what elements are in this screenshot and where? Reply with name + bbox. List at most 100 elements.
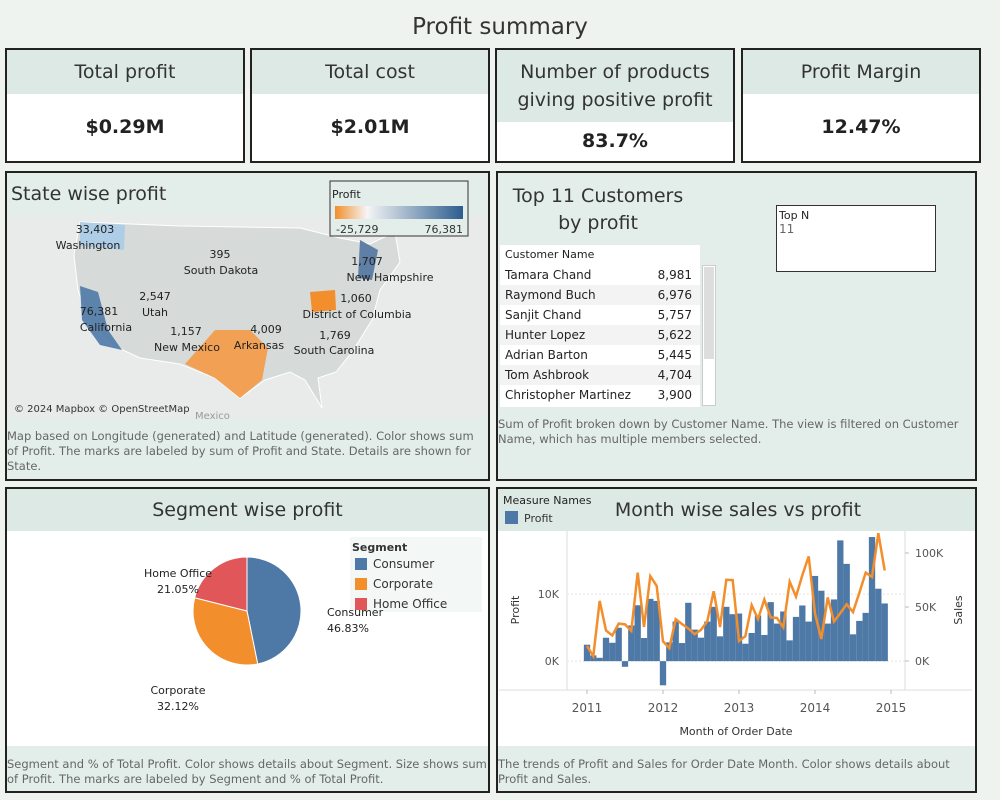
- bar: [653, 600, 660, 662]
- table-row: Raymond Buch 6,976: [500, 285, 700, 305]
- map-value-label: 395: [210, 248, 231, 261]
- panel-title: State wise profit: [11, 183, 167, 205]
- bar: [754, 615, 762, 662]
- kpi-card: Profit Margin 12.47%: [741, 48, 981, 163]
- bar: [792, 616, 800, 662]
- bar: [742, 643, 749, 662]
- name-cell: Hunter Lopez: [505, 328, 586, 342]
- kpi-value: $2.01M: [330, 116, 410, 138]
- filter-label: Top N: [779, 209, 810, 222]
- profit-cell: 6,976: [657, 288, 692, 302]
- name-cell: Christopher Martinez: [505, 388, 631, 402]
- map-state-label: South Dakota: [184, 264, 258, 277]
- x-tick-label: 2011: [572, 701, 603, 715]
- panel-note: The trends of Profit and Sales for Order…: [498, 757, 950, 786]
- slice-value: 21.05%: [157, 583, 199, 596]
- map-value-label: 1,707: [351, 255, 383, 268]
- map-value-label: 1,769: [319, 329, 351, 342]
- map-state-label: Arkansas: [234, 339, 284, 352]
- scroll-thumb[interactable]: [704, 267, 714, 359]
- legend-label: Consumer: [373, 557, 434, 571]
- bar: [761, 634, 768, 662]
- kpi-value: $0.29M: [85, 116, 165, 138]
- x-tick-label: 2013: [724, 701, 755, 715]
- slice-label: Home Office: [144, 567, 212, 580]
- bar: [837, 540, 844, 662]
- map-state-label: New Mexico: [154, 341, 220, 354]
- kpi-value: 83.7%: [582, 130, 648, 152]
- name-cell: Sanjit Chand: [505, 308, 582, 322]
- slice-value: 32.12%: [157, 700, 199, 713]
- kpi-label: Total cost: [252, 50, 488, 94]
- bar: [849, 634, 857, 662]
- y-axis-title: Profit: [509, 595, 522, 624]
- bar: [868, 537, 876, 662]
- map-value-label: 1,060: [340, 292, 372, 305]
- pie-slice: [192, 597, 259, 666]
- x-tick-label: 2012: [648, 701, 679, 715]
- bar: [596, 657, 603, 662]
- profit-cell: 3,900: [657, 388, 692, 402]
- bar: [843, 563, 850, 662]
- legend-title: Segment: [352, 541, 407, 554]
- legend-label: Profit: [524, 512, 553, 525]
- panel-header: [498, 489, 975, 531]
- map-state-label: Utah: [142, 306, 168, 319]
- filter-box[interactable]: Top N 11: [776, 205, 936, 272]
- bar: [786, 640, 793, 662]
- profit-cell: 8,981: [657, 268, 692, 282]
- name-cell: Tamara Chand: [505, 268, 592, 282]
- table-body: Tamara Chand 8,981 Raymond Buch 6,976 Sanjit…: [500, 265, 700, 405]
- map-value-label: 2,547: [139, 290, 171, 303]
- table-row: Hunter Lopez 5,622: [500, 325, 700, 345]
- y2-tick-label: 100K: [915, 547, 944, 560]
- map-state: [358, 240, 378, 280]
- bar: [647, 598, 654, 662]
- bar: [609, 642, 616, 662]
- map-value-label: 4,009: [250, 323, 282, 336]
- map-value-label: 1,157: [170, 325, 202, 338]
- profit-cell: 4,704: [657, 368, 692, 382]
- bar: [799, 605, 806, 662]
- map-state-label: Washington: [56, 239, 121, 252]
- legend-swatch: [355, 578, 367, 590]
- legend-swatch: [505, 511, 518, 524]
- filter-value[interactable]: 11: [779, 222, 795, 236]
- bar: [697, 637, 705, 662]
- x-tick-label: 2015: [876, 701, 907, 715]
- scrollbar[interactable]: [702, 265, 716, 406]
- kpi-label: Total profit: [7, 50, 243, 94]
- bar: [716, 636, 724, 662]
- bar: [704, 621, 711, 662]
- table-row: Tamara Chand 8,981: [500, 265, 700, 285]
- kpi-card: Total profit $0.29M: [5, 48, 245, 163]
- map-state: [185, 330, 268, 398]
- kpi-label: Number of products giving positive profi…: [497, 50, 733, 122]
- panel-title: Month wise sales vs profit: [614, 499, 862, 521]
- bar: [856, 620, 863, 662]
- name-cell: Tom Ashbrook: [505, 368, 590, 382]
- panel-note: Sum of Profit broken down by Customer Na…: [498, 417, 959, 446]
- legend-min: -25,729: [336, 223, 378, 236]
- profit-cell: 5,757: [657, 308, 692, 322]
- slice-label: Corporate: [151, 684, 206, 697]
- kpi-card: Number of products giving positive profi…: [495, 48, 735, 163]
- y-tick-label: 10K: [538, 588, 560, 601]
- panel-header: [7, 489, 488, 531]
- name-cell: Adrian Barton: [505, 348, 588, 362]
- map-attribution: © 2024 Mapbox © OpenStreetMap: [14, 404, 190, 415]
- map-state: [310, 290, 336, 312]
- legend-swatch: [355, 598, 367, 610]
- pie-slice: [246, 556, 302, 665]
- kpi-card: Total cost $2.01M: [250, 48, 490, 163]
- bar: [583, 644, 591, 662]
- bar: [773, 623, 781, 662]
- slice-label: Consumer: [327, 606, 384, 619]
- profit-cell: 5,622: [657, 328, 692, 342]
- map-state-label: New Hampshire: [346, 271, 433, 284]
- legend-box: [350, 537, 482, 612]
- bar: [818, 590, 825, 662]
- bar: [767, 602, 774, 662]
- customers-panel: Top 11 Customers by profit Top N 11 Cust…: [496, 171, 977, 481]
